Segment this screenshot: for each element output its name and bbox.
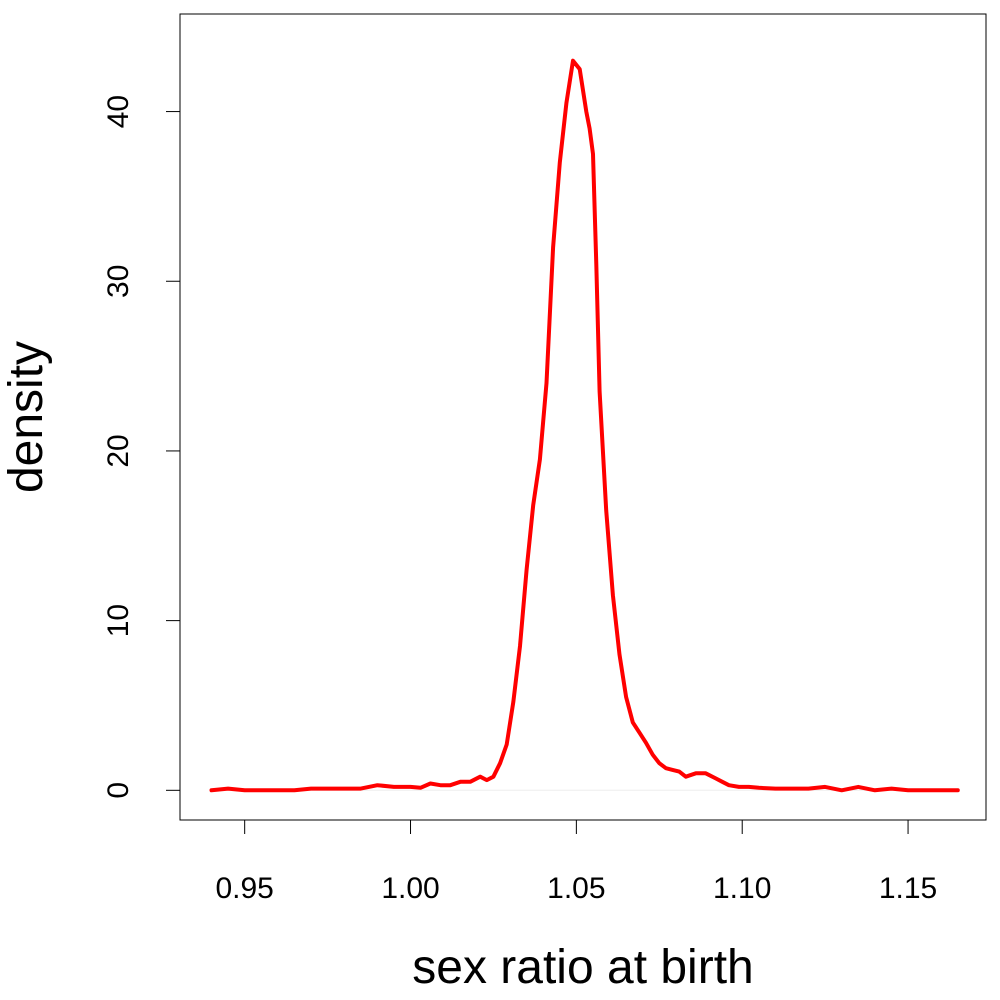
y-tick-label: 0 <box>102 782 135 799</box>
y-tick-label: 40 <box>102 95 135 128</box>
plot-frame <box>179 13 987 821</box>
x-tick-label: 1.05 <box>547 872 605 905</box>
x-tick-label: 1.10 <box>713 872 771 905</box>
y-axis-label: density <box>0 341 53 493</box>
x-tick-label: 0.95 <box>215 872 273 905</box>
x-axis: 0.95 1.00 1.05 1.10 1.15 <box>215 819 937 905</box>
y-axis: 0 10 20 30 40 <box>102 95 181 799</box>
y-tick-label: 10 <box>102 604 135 637</box>
x-tick-label: 1.00 <box>381 872 439 905</box>
y-tick-label: 20 <box>102 434 135 467</box>
density-curve <box>209 58 960 793</box>
x-axis-label: sex ratio at birth <box>412 941 753 994</box>
x-tick-label: 1.15 <box>879 872 937 905</box>
y-tick-label: 30 <box>102 265 135 298</box>
